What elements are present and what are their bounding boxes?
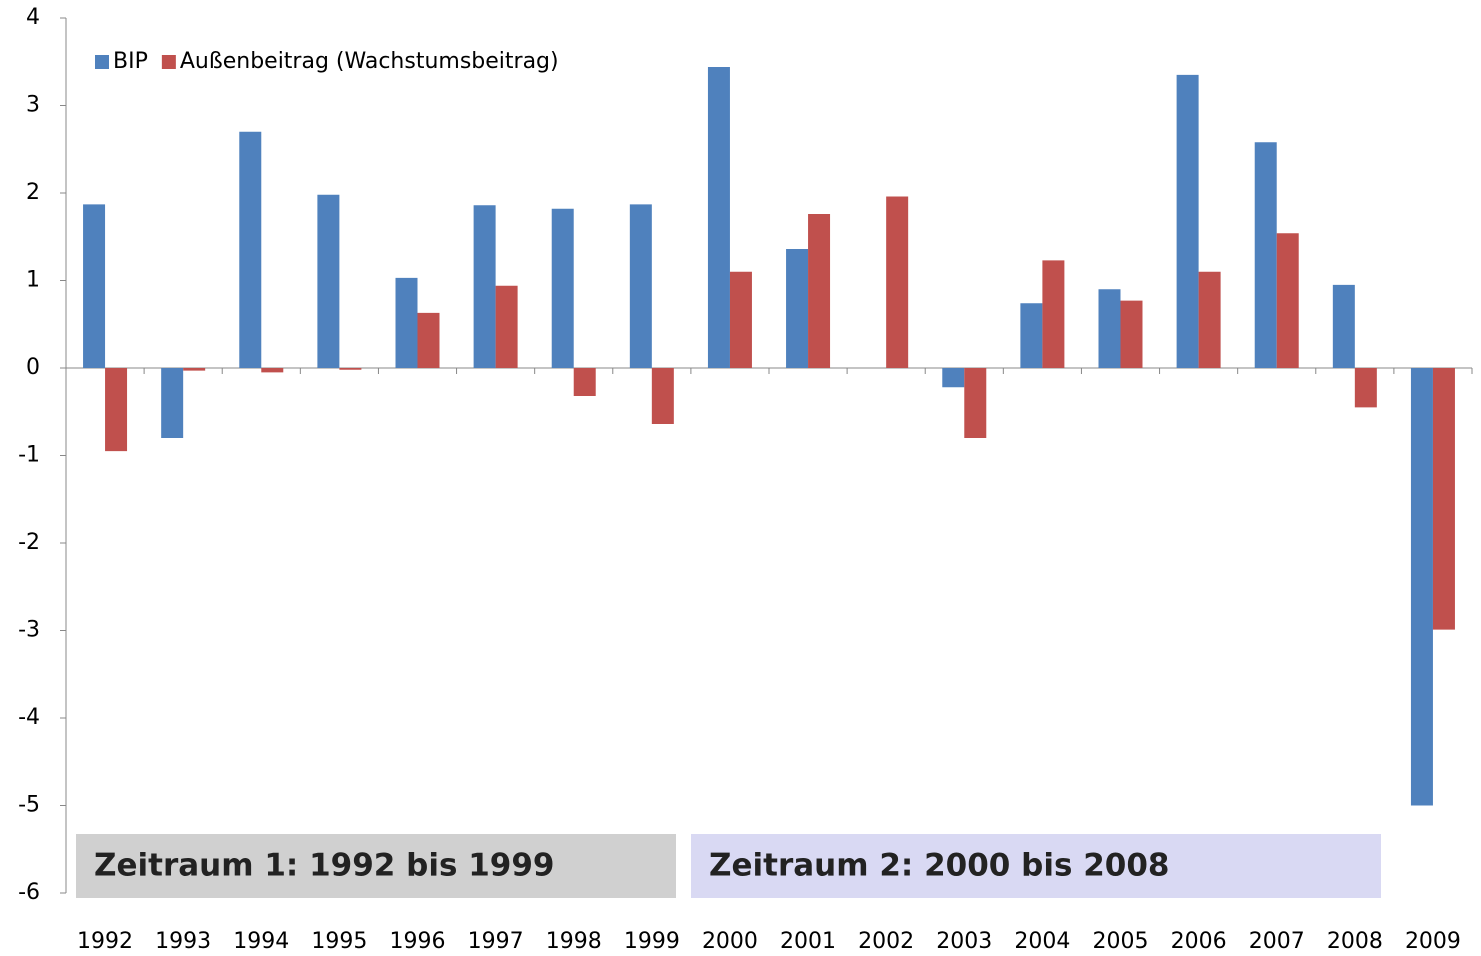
bar [161,368,184,438]
x-tick-label: 1999 [624,929,680,954]
y-tick-label: -5 [18,793,40,818]
legend-label: BIP [113,49,148,74]
annotation-box [76,834,676,898]
bar [395,277,418,368]
bar [1042,260,1065,368]
bar [964,368,987,438]
y-tick-label: 2 [26,180,40,205]
y-tick-label: 4 [26,5,40,30]
bar [417,312,440,368]
bar [886,196,909,368]
bar [573,368,596,396]
bar [1120,300,1143,368]
y-tick-label: -6 [18,880,40,905]
x-tick-label: 2009 [1405,929,1461,954]
y-tick-label: 1 [26,268,40,293]
x-tick-label: 2002 [858,929,914,954]
bar [1176,74,1199,368]
bar [1254,142,1277,368]
y-tick-label: -1 [18,443,40,468]
bar [707,67,730,368]
x-tick-label: 2008 [1327,929,1383,954]
x-tick-label: 1997 [468,929,524,954]
legend-swatch [95,55,109,69]
bar [261,368,284,373]
bar [495,285,518,368]
bar [808,214,831,368]
bar [239,131,262,368]
bar [729,271,752,368]
annotation: Zeitraum 1: 1992 bis 1999 [94,848,555,884]
x-tick-label: 2006 [1171,929,1227,954]
legend-swatch [161,55,176,69]
bar [317,194,340,368]
bar [1020,303,1043,368]
y-tick-label: -4 [18,705,40,730]
bar [1432,368,1455,630]
x-tick-label: 2007 [1249,929,1305,954]
bar [629,204,652,368]
annotation: Zeitraum 2: 2000 bis 2008 [709,848,1170,884]
y-tick-label: -2 [18,530,40,555]
y-tick-label: -3 [18,618,40,643]
x-tick-label: 1994 [233,929,289,954]
y-tick-label: 3 [26,93,40,118]
bar [1098,289,1121,368]
bar [339,368,362,370]
x-tick-label: 2004 [1014,929,1070,954]
x-tick-label: 1995 [311,929,367,954]
x-tick-label: 1993 [155,929,211,954]
bar [1410,368,1433,806]
annotation-box [691,834,1381,898]
bar [1276,233,1299,368]
x-tick-label: 2005 [1093,929,1149,954]
x-tick-label: 1992 [77,929,133,954]
bar [786,249,809,368]
x-tick-label: 2001 [780,929,836,954]
y-tick-label: 0 [26,355,40,380]
legend-label: Außenbeitrag (Wachstumsbeitrag) [180,49,559,74]
bar [1198,271,1221,368]
bar [183,368,206,371]
bar [551,208,574,368]
bar [83,204,106,368]
bar [942,368,965,388]
bar [651,368,674,424]
x-tick-label: 2000 [702,929,758,954]
x-tick-label: 1996 [390,929,446,954]
bar [1354,368,1377,408]
bar [1332,284,1355,368]
x-tick-label: 2003 [936,929,992,954]
x-tick-label: 1998 [546,929,602,954]
bar [473,205,496,368]
bar [105,368,128,452]
